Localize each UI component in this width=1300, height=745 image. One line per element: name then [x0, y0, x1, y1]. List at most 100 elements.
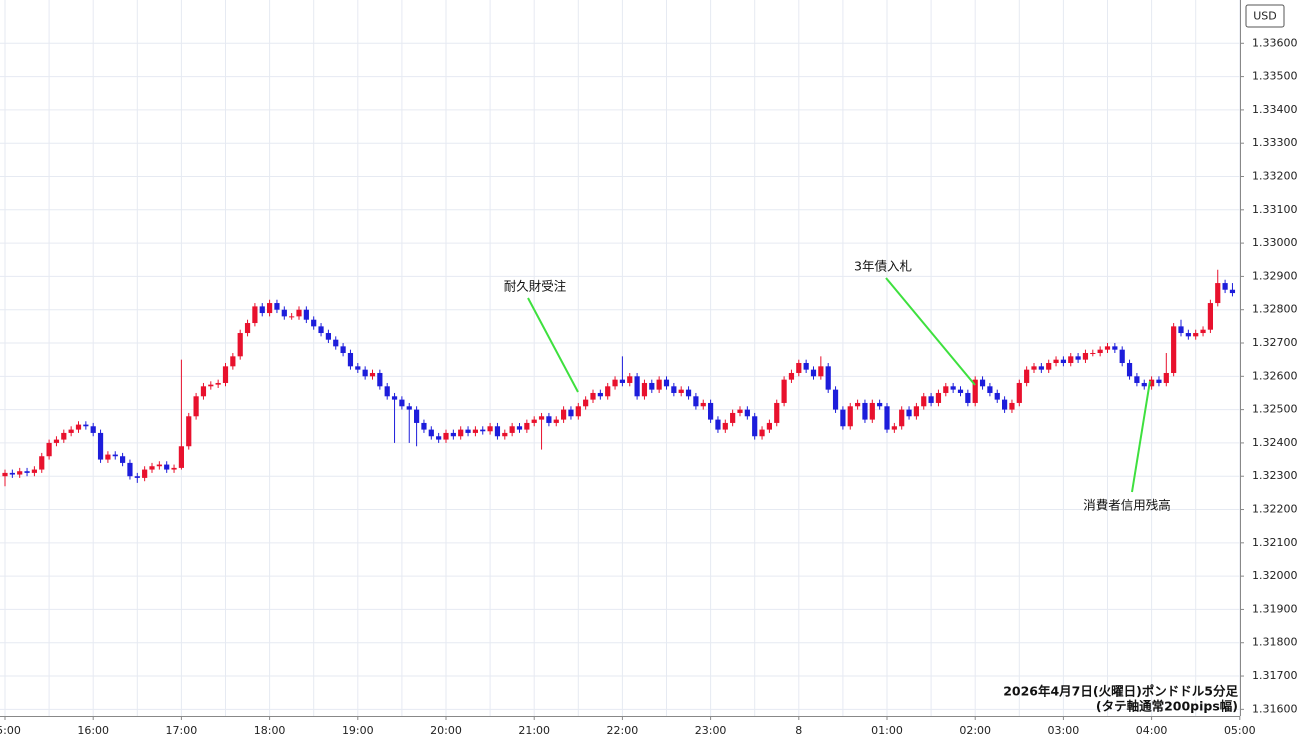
candle-body [855, 402, 861, 407]
candle-body [663, 379, 670, 387]
candle-body [906, 409, 912, 417]
candle-body [83, 424, 89, 427]
candle-body [1193, 333, 1199, 337]
candles [2, 269, 1236, 487]
candle-body [1134, 376, 1140, 383]
candle-body [847, 406, 853, 427]
candle-body [671, 386, 677, 393]
candle-body [39, 456, 45, 470]
grid [0, 0, 1241, 716]
candle-body [1104, 346, 1111, 350]
candle-body [428, 429, 434, 437]
x-tick-label: 15:00 [0, 724, 21, 737]
candle-body [627, 376, 633, 383]
annotation: 3年債入札 [854, 259, 912, 274]
candle-body [274, 303, 280, 310]
candle-body [641, 382, 648, 397]
candle-body [1068, 356, 1074, 363]
candle-body [869, 402, 875, 420]
y-tick-label: 1.33400 [1252, 103, 1298, 116]
y-tick-label: 1.31600 [1252, 702, 1298, 715]
candle-body [362, 369, 368, 377]
annotation: 耐久財受注 [504, 279, 567, 294]
candle-body [1031, 366, 1037, 370]
y-tick-label: 1.32500 [1252, 403, 1298, 416]
candle-body [935, 392, 942, 403]
footnote: 2026年4月7日(火曜日)ポンドドル5分足 [1003, 684, 1238, 699]
candle-body [97, 432, 104, 460]
candle-body [414, 409, 420, 423]
candle-body [259, 306, 265, 314]
candle-body [1171, 326, 1177, 373]
candle-body [120, 456, 126, 463]
candle-body [53, 439, 60, 443]
annotation: 消費者信用残高 [1083, 498, 1171, 513]
y-tick-label: 1.31700 [1252, 669, 1298, 682]
annotation-pointer [1131, 380, 1151, 493]
candle-body [340, 346, 346, 354]
candle-body [553, 419, 559, 423]
candle-body [127, 462, 133, 477]
candle-body [200, 386, 207, 397]
candle-body [355, 366, 361, 370]
candle-body [472, 429, 478, 433]
candle-body [546, 416, 552, 423]
y-tick-label: 1.32700 [1252, 336, 1298, 349]
y-tick-label: 1.32400 [1252, 436, 1298, 449]
y-tick-label: 1.31900 [1252, 602, 1298, 615]
candle-body [1097, 349, 1103, 354]
candle-body [105, 454, 111, 460]
candle-body [465, 429, 471, 433]
y-tick-label: 1.33100 [1252, 203, 1298, 216]
candle-body [311, 319, 317, 327]
candle-body [208, 384, 214, 387]
candle-body [524, 422, 530, 430]
candle-body [722, 422, 728, 430]
candle-body [612, 379, 618, 387]
candle-body [112, 454, 118, 457]
candle-body [193, 396, 199, 417]
candle-body [538, 416, 545, 420]
candle-body [318, 326, 324, 334]
candle-body [803, 362, 809, 370]
annotation-pointer [527, 297, 579, 393]
y-tick-label: 1.33500 [1252, 70, 1298, 83]
candle-body [494, 426, 501, 437]
candle-body [377, 372, 383, 387]
candle-body [134, 476, 140, 478]
candle-body [685, 389, 692, 397]
candle-body [1126, 362, 1133, 377]
candle-body [832, 389, 839, 410]
candle-body [1060, 359, 1066, 363]
candle-body [781, 379, 787, 403]
x-tick-label: 22:00 [607, 724, 639, 737]
candle-body [1112, 346, 1118, 350]
candle-body [715, 419, 721, 430]
candle-body [406, 406, 412, 410]
y-tick-label: 1.33600 [1252, 36, 1298, 49]
candle-body [46, 442, 52, 457]
candle-body [1149, 379, 1155, 387]
x-tick-label: 20:00 [430, 724, 462, 737]
x-tick-label: 21:00 [518, 724, 550, 737]
candle-body [1215, 283, 1221, 304]
candle-body [774, 402, 780, 423]
candle-body [156, 464, 162, 467]
x-tick-label: 02:00 [959, 724, 991, 737]
candle-body [391, 396, 398, 400]
candle-body [267, 303, 273, 314]
x-tick-label: 18:00 [254, 724, 286, 737]
candle-body [509, 426, 515, 433]
candle-body [700, 402, 706, 407]
candle-body [24, 471, 30, 473]
candle-body [252, 306, 258, 324]
candle-body [303, 309, 309, 320]
candle-body [9, 472, 15, 475]
y-tick-label: 1.32300 [1252, 469, 1298, 482]
candle-body [1119, 349, 1125, 363]
x-tick-label: 19:00 [342, 724, 374, 737]
candle-body [796, 362, 802, 373]
y-tick-label: 1.33300 [1252, 136, 1298, 149]
